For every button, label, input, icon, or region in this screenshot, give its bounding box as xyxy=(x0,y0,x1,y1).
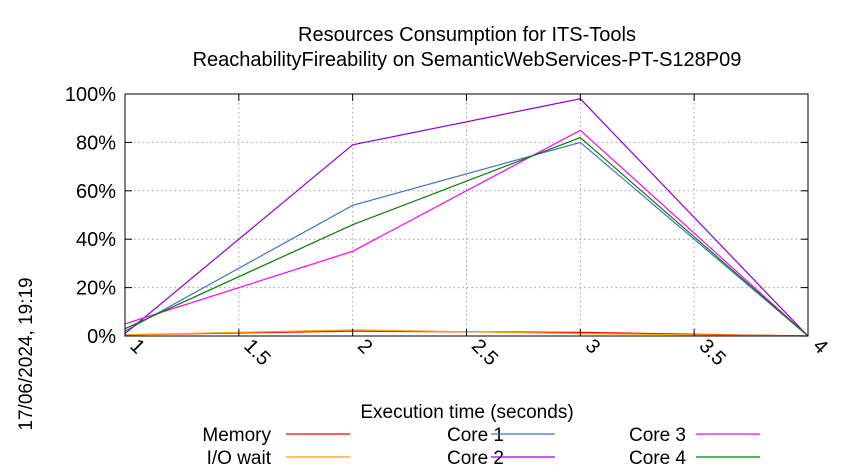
series-lines xyxy=(124,98,809,337)
y-tick-label: 20% xyxy=(76,278,116,300)
axis-ticks: 0% 20% 40% 60% 80% 100% 1 1.5 2 2.5 3 3.5 4 xyxy=(65,84,832,370)
x-axis-label: Execution time (seconds) xyxy=(360,402,573,423)
series-line-core-2 xyxy=(124,98,809,337)
grid xyxy=(125,94,808,336)
legend-label-memory: Memory xyxy=(202,425,271,446)
series-line-core-4 xyxy=(124,136,809,337)
x-tick-label: 1 xyxy=(125,335,148,358)
legend-label-core-2: Core 2 xyxy=(447,448,504,469)
x-tick-label: 3 xyxy=(581,335,604,358)
x-tick-label: 2.5 xyxy=(467,335,502,370)
timestamp-label: 17/06/2024, 19:19 xyxy=(16,277,37,430)
chart-title: Resources Consumption for ITS-Tools xyxy=(298,24,636,46)
x-tick-label: 3.5 xyxy=(695,335,730,370)
y-tick-label: 80% xyxy=(76,132,116,154)
x-tick-label: 2 xyxy=(353,335,376,358)
legend-label-core-1: Core 1 xyxy=(447,425,504,446)
legend-label-core-4: Core 4 xyxy=(629,448,686,469)
y-tick-label: 100% xyxy=(65,84,116,106)
x-tick-label: 4 xyxy=(808,335,831,358)
y-tick-label: 0% xyxy=(87,326,116,348)
legend-label-i-o-wait: I/O wait xyxy=(207,448,272,469)
series-line-core-1 xyxy=(124,141,809,337)
x-tick-label: 1.5 xyxy=(239,335,274,370)
chart-subtitle: ReachabilityFireability on SemanticWebSe… xyxy=(193,49,742,71)
y-tick-label: 40% xyxy=(76,229,116,251)
y-tick-label: 60% xyxy=(76,181,116,203)
series-line-core-3 xyxy=(124,129,809,337)
legend-label-core-3: Core 3 xyxy=(629,425,686,446)
